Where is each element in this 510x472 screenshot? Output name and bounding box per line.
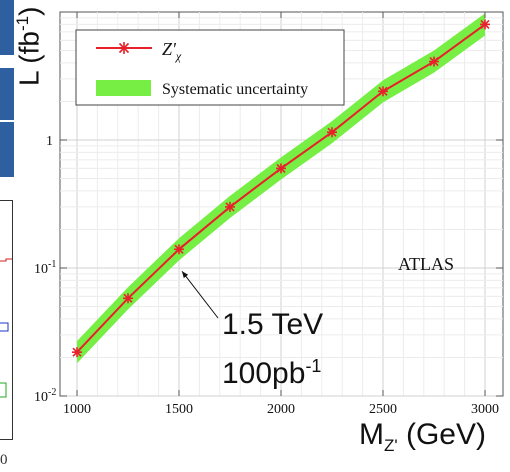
data-point [72, 347, 82, 358]
left-edge-caption: 0 [0, 452, 8, 468]
x-tick-label: 1500 [165, 402, 193, 417]
data-point [225, 201, 235, 212]
callout-arrowhead [182, 271, 189, 279]
x-axis-label: MZ' (GeV) [359, 418, 486, 455]
left-edge-plot-fragment [0, 200, 13, 440]
x-tick-label: 1000 [63, 402, 91, 417]
callout-luminosity: 100pb-1 [222, 356, 322, 390]
data-point [276, 163, 286, 174]
left-edge-block [0, 0, 14, 55]
y-tick-label: 10-1 [34, 259, 56, 277]
legend-marker-swatch [118, 42, 130, 54]
data-point [174, 244, 184, 255]
x-tick-label: 2000 [267, 402, 295, 417]
data-point [480, 19, 490, 30]
data-point [378, 86, 388, 97]
y-tick-label: 1 [46, 134, 53, 149]
data-point [429, 56, 439, 67]
legend-band-label: Systematic uncertainty [162, 81, 308, 98]
atlas-label: ATLAS [398, 254, 454, 274]
data-point [123, 293, 133, 304]
data-point [327, 127, 337, 138]
left-edge-block [0, 122, 14, 177]
x-tick-label: 2500 [369, 402, 397, 417]
callout-arrow [181, 270, 219, 319]
x-tick-label: 3000 [471, 402, 499, 417]
uncertainty-band [77, 13, 485, 364]
y-tick-label: 10-2 [34, 387, 56, 405]
legend-series-label: Z'χ [162, 39, 182, 63]
left-edge-block [0, 68, 14, 120]
left-edge-plot-traces [0, 258, 12, 398]
callout-energy: 1.5 TeV [222, 308, 324, 341]
legend-band-swatch [96, 80, 151, 96]
